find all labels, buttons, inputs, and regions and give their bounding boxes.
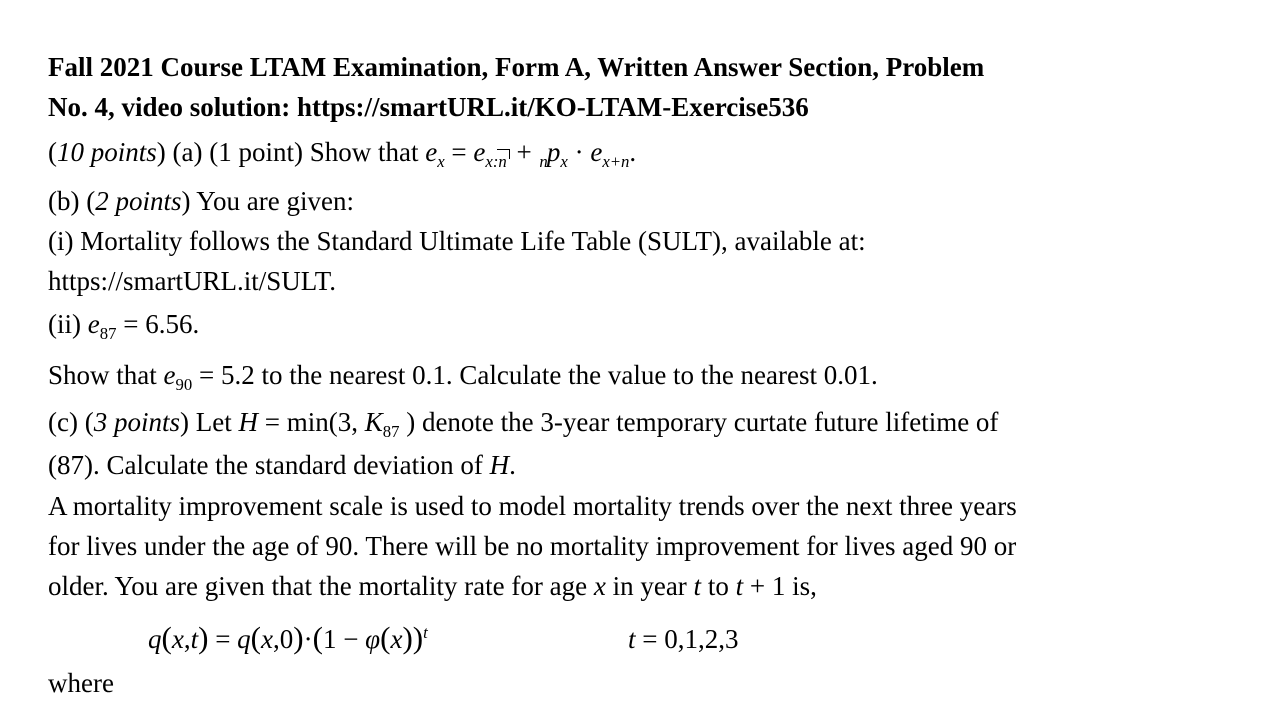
K: K: [365, 407, 383, 437]
f-c1: ,: [184, 624, 191, 654]
npx-pre: n: [539, 152, 547, 171]
eqmin-post: ) denote the 3-year temporary curtate fu…: [399, 407, 998, 437]
f-rp3: ): [413, 620, 423, 655]
part-b-show: Show that e90 = 5.2 to the nearest 0.1. …: [48, 356, 1252, 397]
K-sub: 87: [383, 422, 400, 441]
imp-l3-pre: older. You are given that the mortality …: [48, 571, 594, 601]
show-pre: Show that: [48, 360, 164, 390]
f-rp2: ): [293, 620, 303, 655]
imp-l3-plus1: + 1 is,: [743, 571, 817, 601]
ii-var: e: [88, 309, 100, 339]
f-eq: =: [208, 624, 237, 654]
ii-pre: (ii): [48, 309, 88, 339]
show-sub: 90: [176, 375, 193, 394]
where: where: [48, 664, 1252, 702]
part-b-i: (i) Mortality follows the Standard Ultim…: [48, 222, 1252, 260]
improve-l2: for lives under the age of 90. There wil…: [48, 527, 1252, 565]
exn-sub-pre: x:: [485, 152, 498, 171]
f-rp4: ): [402, 620, 412, 655]
part-a-label: (a): [173, 137, 203, 167]
plus: +: [517, 137, 539, 167]
f-q1: q: [148, 624, 162, 654]
f-c2: ,: [273, 624, 280, 654]
part-b-ii: (ii) e87 = 6.56.: [48, 305, 1252, 346]
formula-rhs: t = 0,1,2,3: [628, 620, 868, 658]
f-supt: t: [423, 623, 428, 642]
part-c-line1: (c) (3 points) Let H = min(3, K87 ) deno…: [48, 403, 1252, 444]
dot-end: .: [629, 137, 636, 167]
c-l2-post: .: [509, 450, 516, 480]
npx-var: p: [547, 137, 561, 167]
imp-t2: t: [736, 571, 744, 601]
ii-val: = 6.56.: [116, 309, 199, 339]
c-l2-pre: (87). Calculate the standard deviation o…: [48, 450, 490, 480]
ex-sub: x: [437, 152, 444, 171]
exn-sub-ang: n: [498, 150, 509, 174]
ii-sub: 87: [100, 324, 117, 343]
exn-var: e: [473, 137, 485, 167]
H: H: [238, 407, 258, 437]
part-b-i-url: https://smartURL.it/SULT.: [48, 262, 1252, 300]
show-var: e: [164, 360, 176, 390]
improve-l1: A mortality improvement scale is used to…: [48, 487, 1252, 525]
f-x3: x: [390, 624, 402, 654]
part-b-label: (b): [48, 186, 79, 216]
title-line-1: Fall 2021 Course LTAM Examination, Form …: [48, 48, 1252, 86]
exn2-var: e: [590, 137, 602, 167]
npx-sub: x: [560, 152, 567, 171]
f-rp1: ): [198, 620, 208, 655]
f-lp3: (: [313, 620, 323, 655]
f-phi: φ: [365, 624, 380, 654]
f-z: 0: [280, 624, 294, 654]
f-lp1: (: [162, 620, 172, 655]
title-line-2: No. 4, video solution: https://smartURL.…: [48, 88, 1252, 126]
part-c-points: 3 points: [94, 407, 180, 437]
part-b-header: (b) (2 points) You are given:: [48, 182, 1252, 220]
imp-x: x: [594, 571, 606, 601]
show-post: to the nearest 0.1. Calculate the value …: [255, 360, 878, 390]
eqmin-pre: = min(3,: [258, 407, 365, 437]
formula-line: q(x,t) = q(x,0)·(1 − φ(x))t t = 0,1,2,3: [48, 616, 1252, 660]
part-c-line2: (87). Calculate the standard deviation o…: [48, 446, 1252, 484]
imp-l3-mid: in year: [606, 571, 694, 601]
f-lp4: (: [380, 620, 390, 655]
f-lp2: (: [251, 620, 261, 655]
f-dot: ·: [304, 624, 313, 654]
formula-lhs: q(x,t) = q(x,0)·(1 − φ(x))t: [148, 616, 628, 660]
part-a: (10 points) (a) (1 point) Show that ex =…: [48, 133, 1252, 174]
imp-t: t: [694, 571, 702, 601]
f-x2: x: [261, 624, 273, 654]
part-c-label: (c): [48, 407, 78, 437]
eq: =: [451, 137, 473, 167]
improve-l3: older. You are given that the mortality …: [48, 567, 1252, 605]
f-q2: q: [237, 624, 251, 654]
part-b-points: 2 points: [95, 186, 181, 216]
f-tlabel: t: [628, 624, 636, 654]
show-val: = 5.2: [192, 360, 254, 390]
f-t1: t: [191, 624, 199, 654]
ex-var: e: [425, 137, 437, 167]
part-b-lead: You are given:: [191, 186, 355, 216]
f-tvals: = 0,1,2,3: [636, 624, 739, 654]
imp-l3-to: to: [701, 571, 736, 601]
part-a-points: (1 point): [209, 137, 303, 167]
part-a-lead: Show that: [310, 137, 426, 167]
dot: ·: [575, 137, 591, 167]
exn2-sub: x+n: [602, 152, 629, 171]
points-total: 10 points: [57, 137, 157, 167]
f-1m: 1 −: [323, 624, 365, 654]
part-c-lead: Let: [189, 407, 238, 437]
f-x1: x: [172, 624, 184, 654]
exn-sub: x:n: [485, 152, 509, 171]
H2: H: [490, 450, 510, 480]
